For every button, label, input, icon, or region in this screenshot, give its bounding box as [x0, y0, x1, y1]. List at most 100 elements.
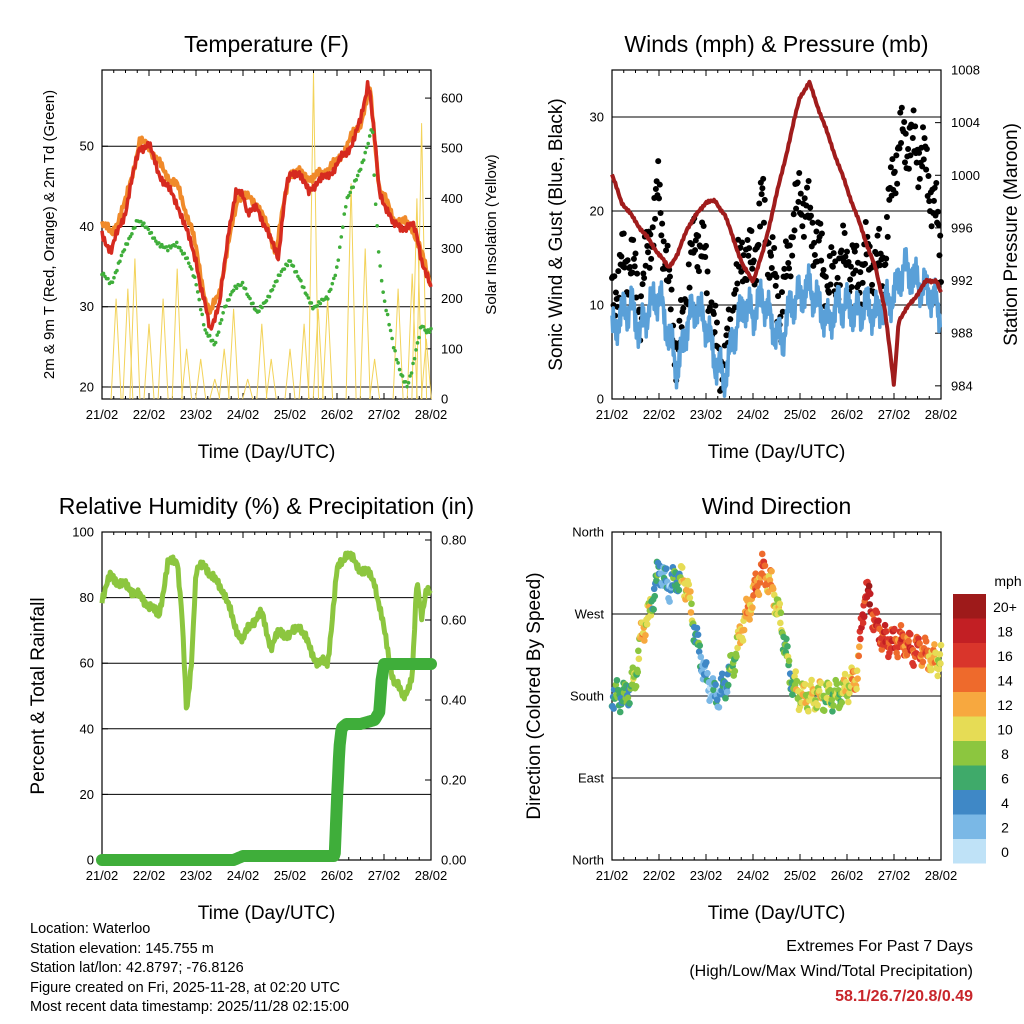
gust-point	[883, 214, 890, 221]
dewpoint-point	[382, 299, 387, 303]
direction-point	[829, 707, 836, 715]
gust-point	[818, 230, 825, 237]
direction-point	[903, 651, 911, 659]
gust-point	[933, 179, 940, 186]
dewpoint-point	[260, 305, 264, 310]
y-tick-label: 30	[80, 299, 94, 314]
gust-point	[857, 269, 864, 276]
gust-point	[847, 263, 854, 270]
gust-point	[627, 263, 634, 270]
dewpoint-point	[331, 276, 336, 281]
dewpoint-point	[240, 280, 245, 285]
y-axis-label: Sonic Wind & Gust (Blue, Black)	[546, 98, 567, 370]
chart-panel-temperature: 21/02 22/02 23/02 24/02 25/02 26/02 27/02 28/02…	[41, 31, 500, 463]
direction-point	[696, 642, 704, 649]
x-tick-label: 24/02	[227, 407, 260, 422]
solar-spike	[157, 298, 169, 400]
colorbar-swatch	[953, 594, 986, 619]
colorbar-label: 18	[997, 624, 1013, 640]
extremes-box: Extremes For Past 7 Days (High/Low/Max W…	[689, 934, 973, 1009]
direction-point	[734, 644, 741, 652]
dewpoint-point	[421, 324, 426, 329]
gust-point	[760, 219, 767, 226]
dewpoint-point	[405, 384, 409, 389]
dewpoint-point	[224, 304, 228, 308]
gust-point	[930, 197, 937, 204]
series-wind	[610, 246, 943, 398]
dewpoint-point	[388, 328, 393, 333]
dewpoint-point	[234, 286, 239, 291]
gust-point	[838, 247, 845, 254]
y-tick-label: South	[570, 689, 604, 704]
gust-point	[737, 244, 744, 251]
gust-point	[809, 219, 816, 226]
gust-point	[629, 269, 636, 276]
dewpoint-point	[285, 263, 290, 268]
x-tick-label: 28/02	[415, 868, 448, 883]
y2-tick-label: 984	[951, 378, 973, 393]
colorbar-label: 0	[1001, 844, 1009, 860]
direction-point	[915, 635, 922, 642]
gust-point	[851, 248, 858, 255]
gust-point	[862, 218, 869, 225]
dewpoint-point	[207, 333, 212, 338]
gust-point	[928, 223, 935, 230]
dewpoint-point	[294, 269, 299, 274]
dewpoint-point	[333, 273, 338, 278]
gust-point	[883, 255, 890, 262]
chart-title: Relative Humidity (%) & Precipitation (i…	[59, 493, 474, 519]
direction-point	[635, 655, 643, 663]
direction-point	[801, 680, 809, 688]
dewpoint-point	[194, 282, 199, 287]
gust-point	[852, 267, 859, 274]
x-tick-label: 21/02	[86, 868, 119, 883]
gust-point	[772, 282, 779, 289]
y-tick-label: 0	[87, 853, 94, 868]
gust-point	[828, 244, 835, 251]
dewpoint-point	[192, 275, 197, 280]
gust-point	[811, 251, 818, 258]
gust-point	[646, 264, 653, 271]
gust-point	[797, 190, 804, 197]
direction-point	[846, 689, 853, 697]
gust-point	[630, 236, 637, 243]
x-tick-label: 25/02	[274, 407, 307, 422]
direction-point	[922, 638, 930, 645]
gust-point	[768, 252, 775, 259]
dewpoint-point	[363, 150, 368, 155]
y2-tick-label: 0.80	[441, 533, 466, 548]
y2-tick-label: 300	[441, 241, 463, 256]
gust-point	[916, 175, 923, 182]
x-tick-label: 22/02	[643, 407, 676, 422]
solar-spike	[416, 123, 428, 400]
gust-point	[905, 165, 912, 172]
direction-point	[634, 668, 642, 676]
gust-point	[633, 294, 640, 301]
direction-point	[769, 585, 777, 593]
gust-point	[637, 293, 644, 300]
gust-point	[786, 242, 793, 249]
gust-point	[841, 230, 848, 237]
dewpoint-point	[106, 276, 110, 281]
gust-point	[649, 224, 656, 231]
gust-point	[795, 198, 802, 205]
dewpoint-point	[385, 312, 390, 317]
gust-point	[862, 260, 869, 267]
y2-tick-label: 200	[441, 291, 463, 306]
dewpoint-point	[370, 130, 375, 135]
dewpoint-point	[424, 330, 429, 335]
dewpoint-point	[355, 173, 360, 178]
gust-point	[818, 257, 825, 264]
x-tick-label: 22/02	[133, 868, 166, 883]
direction-point	[653, 577, 660, 584]
dewpoint-point	[409, 371, 414, 375]
direction-point	[859, 619, 867, 627]
direction-point	[715, 703, 723, 711]
x-tick-label: 27/02	[878, 868, 911, 883]
y-tick-label: East	[578, 771, 604, 786]
dewpoint-point	[387, 322, 391, 327]
x-tick-label: 22/02	[643, 868, 676, 883]
solar-spike	[411, 198, 423, 400]
dewpoint-point	[288, 259, 293, 264]
dewpoint-point	[373, 202, 378, 207]
